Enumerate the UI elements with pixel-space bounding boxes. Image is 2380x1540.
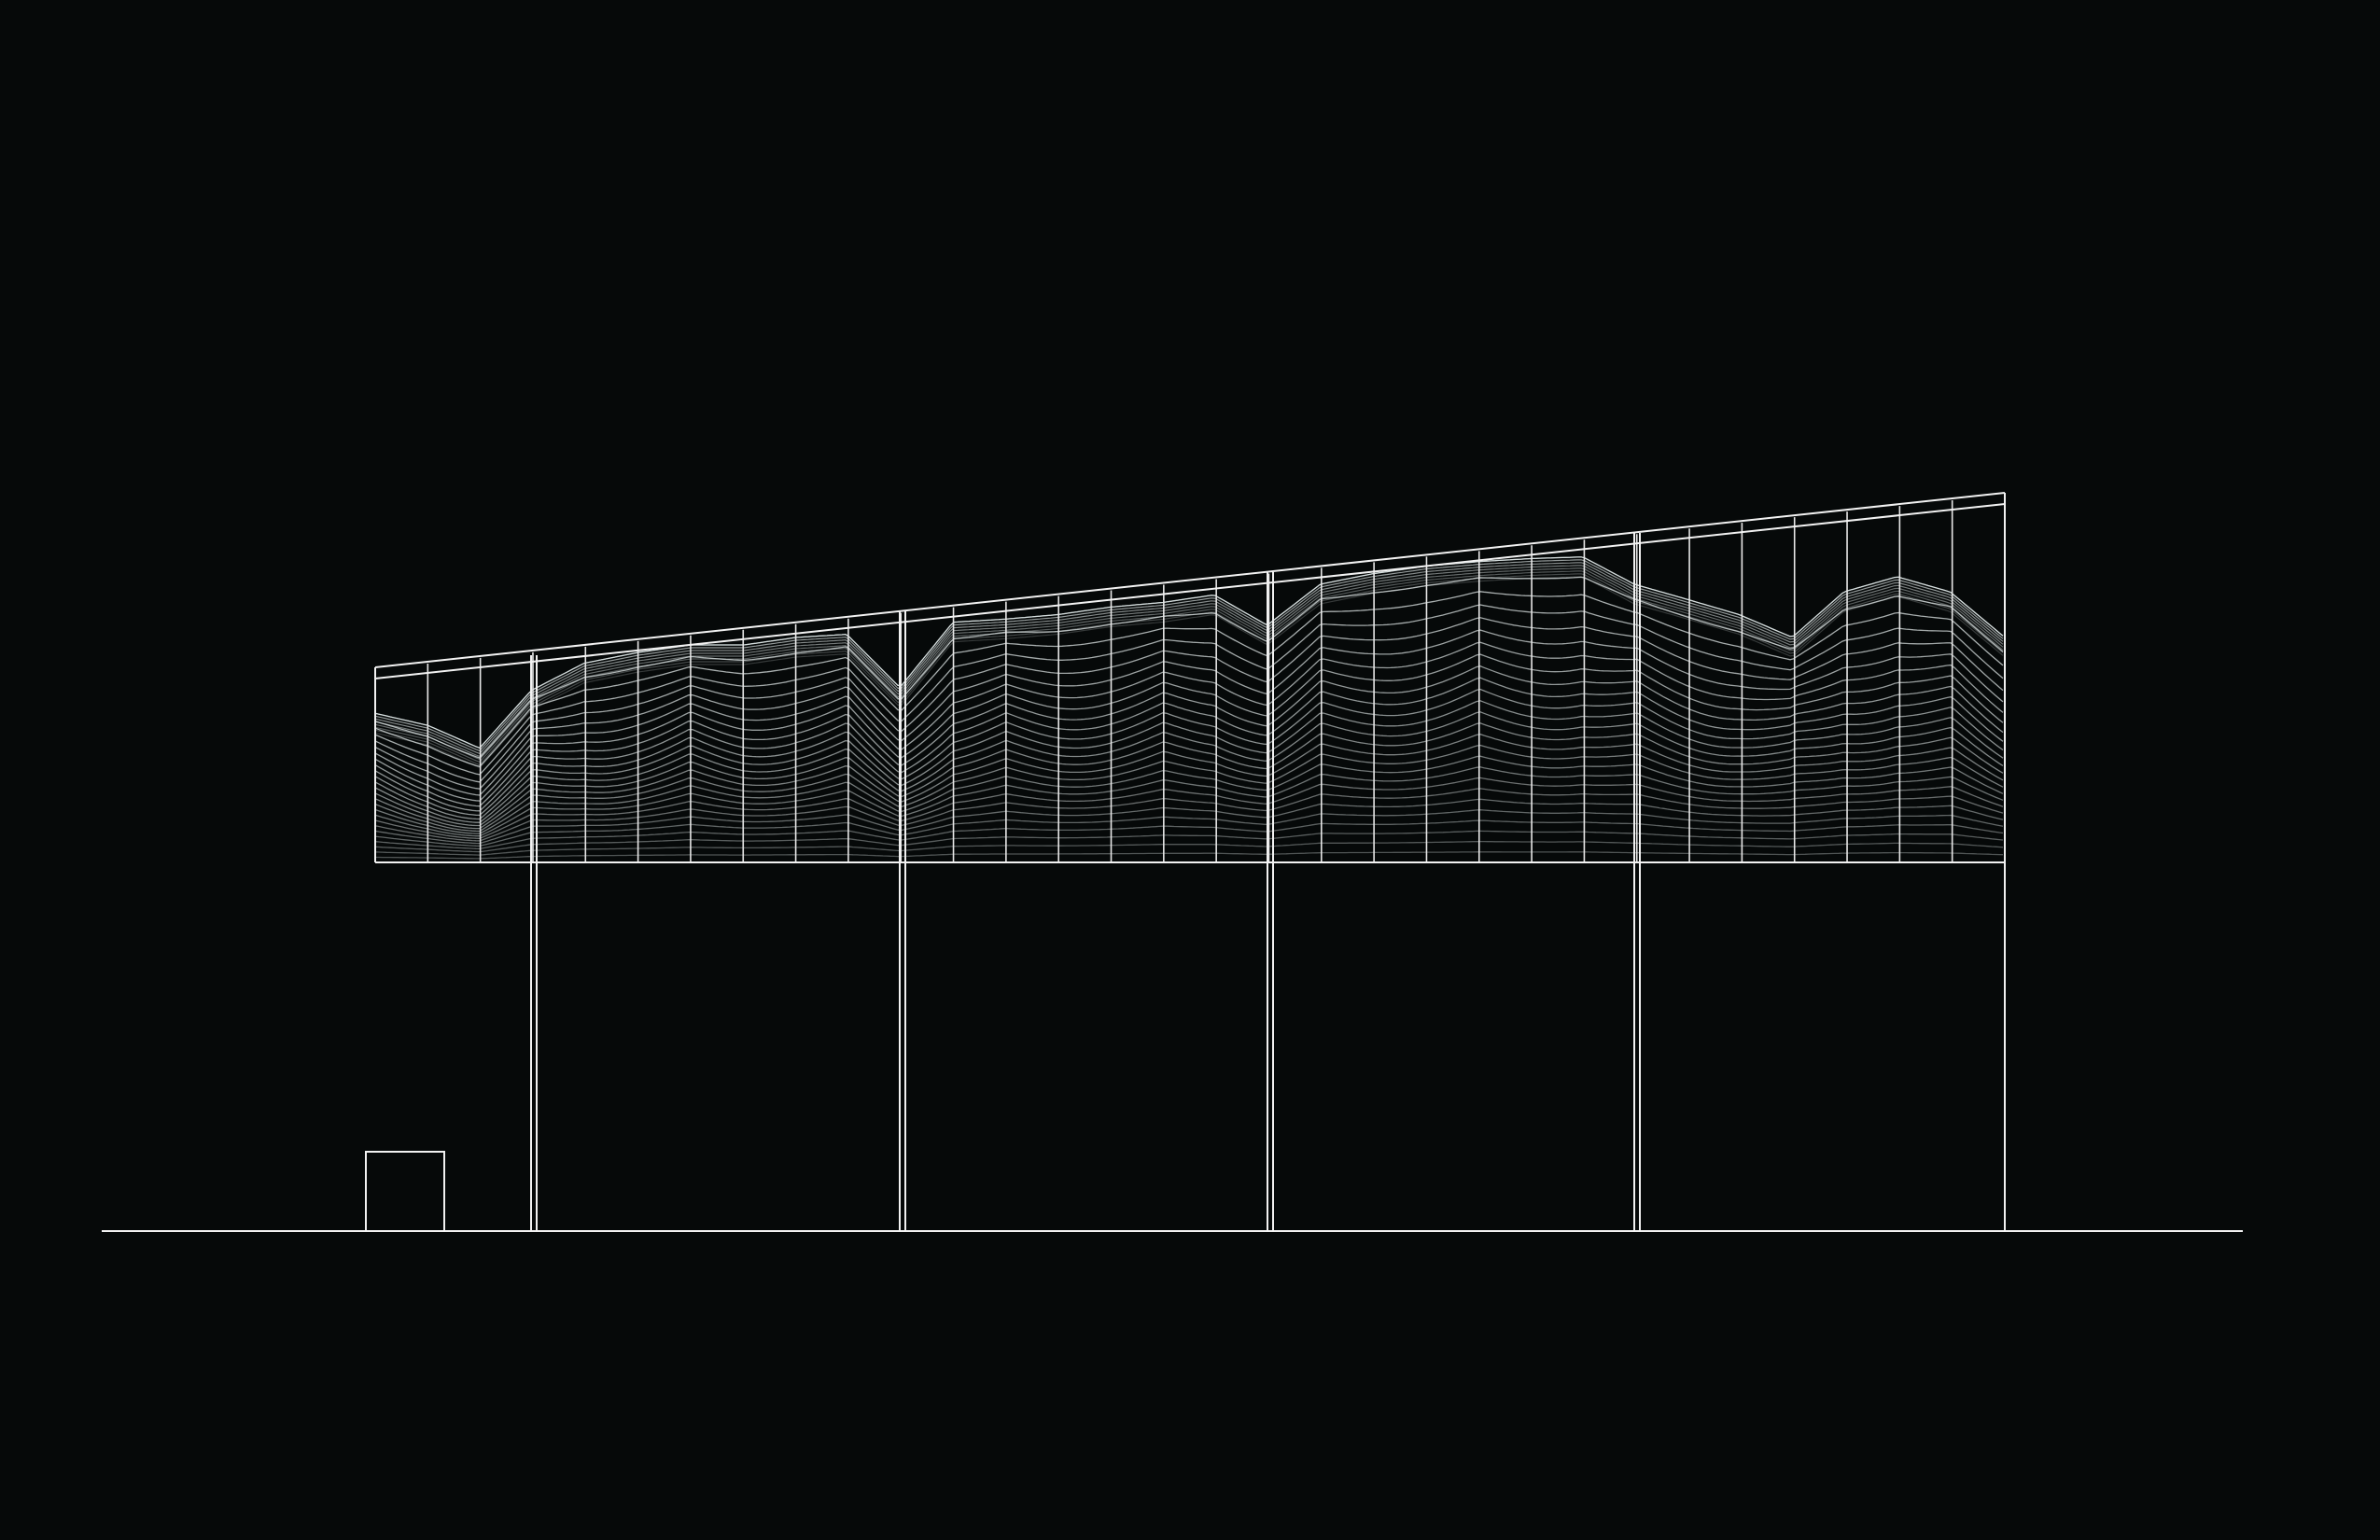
wave-line [374,617,2004,783]
wave-line [375,851,2004,860]
wave-line [374,819,2004,850]
wave-line [374,700,2004,820]
wave-crest [374,565,2004,758]
wave-line [374,734,2004,830]
wave-line [374,641,2004,796]
wave-crest [374,570,2004,763]
wave-crest [374,562,2004,755]
wave-surface [374,556,2004,860]
wave-line [374,830,2004,853]
roof-line [374,492,2006,668]
wave-line [374,809,2004,847]
wave-line [374,629,2004,790]
wave-line [374,604,2004,776]
columns [530,493,2006,1231]
wave-line [374,711,2004,823]
wave-crest [374,573,2004,766]
wave-crest [374,567,2004,761]
wave-crest [374,556,2004,749]
wave-line [374,788,2004,842]
wave-line [374,677,2004,812]
wave-line [374,766,2004,837]
wave-line [374,653,2004,802]
wave-line [374,665,2004,807]
wave-line [374,576,2004,759]
wave-line [374,722,2004,827]
wave-line [374,688,2004,817]
wave-line [374,744,2004,833]
wave-crest [374,559,2004,752]
mullions [427,500,1953,862]
roof-line-inner [374,503,2006,679]
wave-line [374,840,2004,856]
wave-line [374,777,2004,839]
wave-crest [374,576,2004,769]
wave-line [374,591,2004,768]
wave-line [374,755,2004,834]
wave-line [374,798,2004,845]
